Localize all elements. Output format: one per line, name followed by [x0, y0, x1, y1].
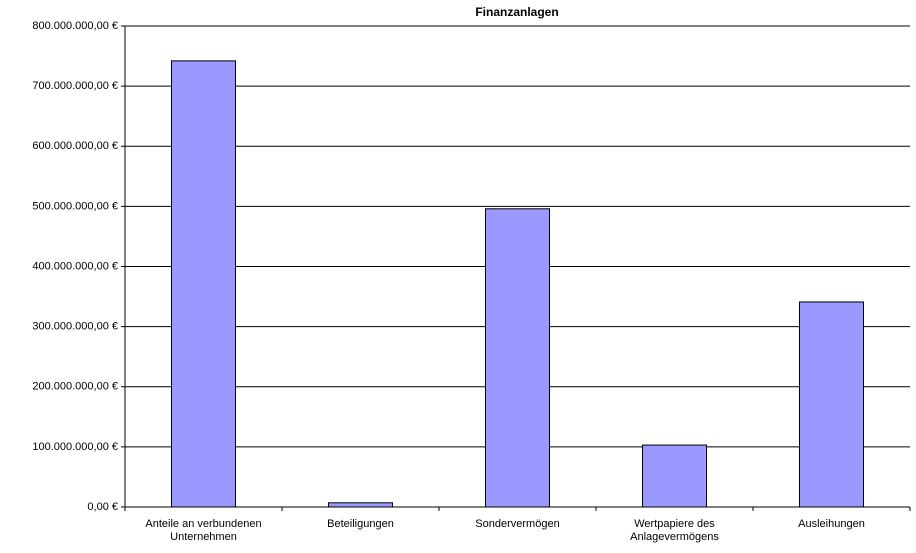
x-tick-label: Anteile an verbundenen Unternehmen	[145, 518, 262, 543]
x-tick-label: Sondervermögen	[475, 518, 560, 530]
bar	[328, 502, 393, 508]
y-tick-label: 100.000.000,00 €	[32, 441, 118, 453]
y-tick-label: 400.000.000,00 €	[32, 260, 118, 272]
y-tick-label: 0,00 €	[87, 501, 118, 513]
x-tick-label: Ausleihungen	[798, 518, 865, 530]
y-tick-label: 500.000.000,00 €	[32, 200, 118, 212]
y-tick-label: 800.000.000,00 €	[32, 20, 118, 32]
bar	[642, 444, 707, 508]
x-tick-label: Beteiligungen	[327, 518, 394, 530]
y-tick-label: 700.000.000,00 €	[32, 80, 118, 92]
bar	[485, 208, 550, 508]
y-tick-label: 200.000.000,00 €	[32, 381, 118, 393]
bar	[171, 60, 236, 508]
x-tick-label: Wertpapiere des Anlagevermögens	[630, 518, 719, 543]
chart-title: Finanzanlagen	[475, 5, 558, 19]
bar	[799, 301, 864, 508]
y-tick-label: 300.000.000,00 €	[32, 321, 118, 333]
y-tick-label: 600.000.000,00 €	[32, 140, 118, 152]
